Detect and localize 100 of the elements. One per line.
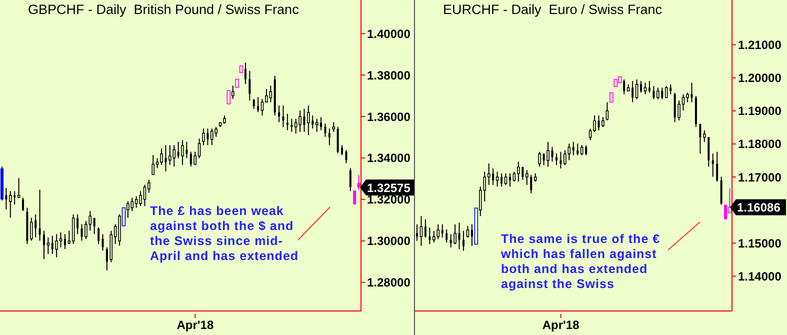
x-tick-label: Apr'18 (176, 318, 214, 332)
candlestick (708, 136, 710, 168)
candlestick (652, 86, 655, 100)
candlestick (134, 196, 138, 208)
candlestick (98, 226, 100, 245)
candlestick (632, 80, 634, 103)
candlestick (282, 105, 284, 128)
candlestick (703, 130, 706, 142)
y-tick-label: 1.34000 (367, 151, 411, 166)
candlestick (93, 217, 96, 235)
candlestick (564, 150, 566, 166)
candlestick (496, 171, 499, 188)
y-tick-label: 1.36000 (367, 110, 411, 124)
candlestick (181, 140, 184, 166)
candlestick (454, 224, 456, 245)
y-tick-label: 1.19000 (738, 104, 782, 118)
candlestick (716, 151, 718, 182)
candlestick (42, 230, 45, 260)
text: 1.16086 (737, 200, 781, 215)
candlestick (8, 190, 12, 218)
candlestick (290, 118, 293, 132)
candlestick (357, 174, 360, 190)
candlestick (72, 214, 75, 245)
y-tick-label: 1.38000 (367, 68, 411, 82)
chart-title: GBPCHF - Daily British Pound / Swiss Franc (28, 2, 299, 17)
candlestick (152, 154, 155, 176)
annotation: The same is true of the € which has fallen against both and has extended against the Swiss (501, 232, 662, 292)
y-tick-label: 1.32000 (367, 192, 411, 207)
candlestick (324, 123, 326, 138)
candlestick (576, 143, 579, 156)
candlestick (432, 230, 436, 244)
text: 1.32575 (367, 181, 411, 196)
candlestick (17, 178, 20, 198)
y-tick-label: 1.15000 (738, 236, 782, 250)
candlestick (336, 126, 339, 154)
y-tick-label: 1.40000 (367, 26, 411, 41)
candlestick (623, 78, 626, 95)
candlestick (436, 224, 440, 240)
x-tick-label: Apr'18 (542, 318, 580, 332)
candlestick (286, 113, 288, 131)
candlestick (353, 190, 356, 205)
candlestick (508, 172, 511, 188)
candlestick (416, 224, 418, 242)
y-tick-label: 1.18000 (738, 137, 782, 152)
candlestick (644, 82, 647, 95)
y-tick-label: 1.14000 (738, 270, 782, 284)
candlestick (38, 189, 41, 242)
candlestick (102, 234, 104, 252)
candlestick (470, 224, 473, 246)
candlestick (332, 122, 336, 132)
candlestick (424, 218, 426, 238)
candlestick (466, 225, 470, 238)
candlestick (345, 150, 348, 164)
candlestick (160, 148, 163, 166)
candlestick (328, 128, 330, 146)
candlestick (712, 153, 714, 178)
chart-title: EURCHF - Daily Euro / Swiss Franc (443, 2, 662, 17)
candlestick (307, 105, 310, 136)
candlestick (252, 98, 255, 110)
y-tick-label: 1.30000 (367, 234, 411, 248)
candlestick (168, 144, 172, 166)
candlestick (214, 126, 218, 138)
y-tick-label: 1.17000 (738, 170, 782, 184)
candlestick (172, 144, 176, 167)
candlestick (130, 197, 134, 212)
candlestick (462, 230, 464, 252)
candlestick (635, 78, 638, 100)
candlestick (602, 116, 604, 128)
candlestick (257, 96, 260, 113)
candlestick (202, 128, 205, 146)
candlestick (699, 123, 702, 154)
candlestick (46, 236, 50, 254)
candlestick (458, 222, 460, 250)
candlestick (210, 128, 214, 146)
candlestick (226, 90, 231, 104)
candlestick (244, 62, 246, 84)
candlestick (640, 80, 642, 94)
candlestick (420, 216, 423, 246)
candlestick (139, 190, 142, 207)
candlestick (64, 234, 66, 250)
candlestick (294, 118, 298, 134)
candlestick (349, 168, 352, 192)
candlestick (504, 172, 508, 186)
candlestick (260, 98, 264, 116)
candlestick (648, 80, 650, 94)
candlestick (538, 151, 541, 168)
candlestick (724, 204, 728, 220)
candlestick (30, 217, 33, 242)
candlestick (720, 176, 722, 206)
candlestick (546, 141, 550, 168)
candlestick (59, 232, 62, 248)
candlestick (560, 151, 562, 169)
candlestick (143, 184, 146, 207)
candlestick (320, 116, 322, 131)
candlestick (517, 161, 520, 182)
candlestick (5, 188, 8, 210)
candlestick (269, 85, 272, 103)
candlestick (572, 141, 574, 156)
candlestick (555, 153, 558, 166)
y-tick-label: 1.21000 (738, 38, 782, 52)
